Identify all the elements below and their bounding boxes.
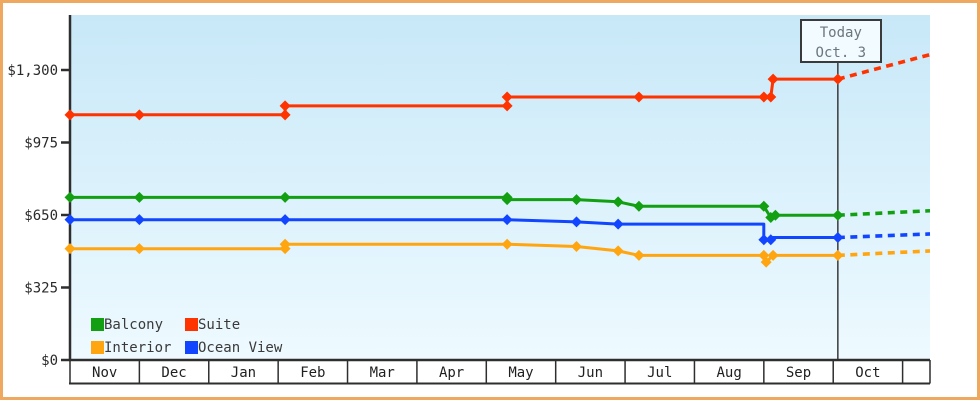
- data-point-suite[interactable]: [832, 73, 844, 85]
- data-point-balcony[interactable]: [758, 200, 770, 212]
- month-label: Apr: [439, 365, 464, 381]
- y-tick-label: $1,300: [7, 63, 58, 79]
- data-point-ocean-view[interactable]: [765, 234, 777, 246]
- today-annotation: Today Oct. 3: [799, 19, 882, 63]
- projection-line-suite: [837, 52, 931, 81]
- legend-row: Interior Ocean View: [91, 336, 282, 359]
- data-point-suite[interactable]: [64, 109, 76, 121]
- month-label: Nov: [92, 365, 117, 381]
- data-point-ocean-view[interactable]: [64, 214, 76, 226]
- data-point-balcony[interactable]: [133, 191, 145, 203]
- data-point-balcony[interactable]: [64, 191, 76, 203]
- legend-item-ocean-view[interactable]: Ocean View: [185, 340, 282, 356]
- projection-line-interior: [837, 249, 931, 258]
- data-point-interior[interactable]: [279, 238, 291, 250]
- month-label: Feb: [300, 365, 325, 381]
- data-point-interior[interactable]: [767, 249, 779, 261]
- month-label: Sep: [786, 365, 811, 381]
- month-label: Mar: [370, 365, 395, 381]
- data-point-balcony[interactable]: [612, 196, 624, 208]
- data-point-ocean-view[interactable]: [832, 232, 844, 244]
- data-point-ocean-view[interactable]: [501, 214, 513, 226]
- data-point-interior[interactable]: [570, 240, 582, 252]
- data-point-interior[interactable]: [612, 245, 624, 257]
- data-point-suite[interactable]: [133, 109, 145, 121]
- y-tick-label: $975: [24, 136, 58, 152]
- data-point-suite[interactable]: [279, 109, 291, 121]
- legend-label: Ocean View: [198, 339, 283, 356]
- legend-label: Suite: [198, 316, 241, 333]
- data-point-ocean-view[interactable]: [758, 234, 770, 246]
- suite-swatch-icon: [185, 318, 198, 331]
- legend-row: Balcony Suite: [91, 313, 282, 336]
- month-label: Dec: [161, 365, 186, 381]
- legend-label: Balcony: [104, 316, 164, 333]
- series-ocean-view: [64, 214, 931, 246]
- data-point-ocean-view[interactable]: [612, 218, 624, 230]
- data-point-balcony[interactable]: [633, 200, 645, 212]
- data-point-interior[interactable]: [64, 243, 76, 255]
- y-tick-label: $0: [41, 353, 58, 369]
- data-point-interior[interactable]: [760, 256, 772, 268]
- today-label: Today: [819, 25, 862, 41]
- data-point-suite[interactable]: [767, 73, 779, 85]
- balcony-swatch-icon: [91, 318, 104, 331]
- legend-label: Interior: [104, 339, 172, 356]
- data-point-suite[interactable]: [501, 100, 513, 112]
- data-point-balcony[interactable]: [832, 209, 844, 221]
- month-label: Oct: [855, 365, 880, 381]
- projection-line-ocean-view: [837, 232, 931, 240]
- y-axis: $0 $325 $650 $975 $1,300: [7, 15, 72, 369]
- data-point-ocean-view[interactable]: [279, 214, 291, 226]
- ocean-view-swatch-icon: [185, 341, 198, 354]
- month-label: Jul: [647, 365, 672, 381]
- data-point-ocean-view[interactable]: [570, 216, 582, 228]
- interior-swatch-icon: [91, 341, 104, 354]
- data-point-suite[interactable]: [633, 91, 645, 103]
- data-point-interior[interactable]: [133, 243, 145, 255]
- projection-line-balcony: [837, 208, 931, 218]
- month-label: Jun: [578, 365, 603, 381]
- legend-item-balcony[interactable]: Balcony: [91, 317, 185, 333]
- data-point-balcony[interactable]: [570, 194, 582, 206]
- y-tick-label: $325: [24, 281, 58, 297]
- series-suite: [64, 52, 931, 121]
- legend: Balcony Suite Interior Ocean View: [91, 313, 282, 359]
- month-label: Aug: [716, 365, 741, 381]
- data-point-suite[interactable]: [758, 91, 770, 103]
- y-tick-label: $650: [24, 208, 58, 224]
- x-axis-month-band: Nov Dec Jan Feb Mar Apr May Jun Jul Aug Sep Oct: [69, 358, 931, 385]
- data-point-interior[interactable]: [501, 238, 513, 250]
- series-balcony: [64, 191, 931, 223]
- data-point-interior[interactable]: [832, 249, 844, 261]
- data-point-suite[interactable]: [501, 91, 513, 103]
- data-point-suite[interactable]: [765, 91, 777, 103]
- data-point-suite[interactable]: [279, 100, 291, 112]
- data-point-balcony[interactable]: [501, 194, 513, 206]
- month-label: May: [508, 365, 533, 381]
- legend-item-suite[interactable]: Suite: [185, 317, 240, 333]
- series-interior: [64, 238, 931, 268]
- data-point-balcony[interactable]: [769, 209, 781, 221]
- legend-item-interior[interactable]: Interior: [91, 340, 185, 356]
- plot-area: [70, 15, 930, 360]
- data-point-balcony[interactable]: [279, 191, 291, 203]
- data-point-interior[interactable]: [633, 249, 645, 261]
- today-date: Oct. 3: [815, 45, 867, 61]
- month-label: Jan: [231, 365, 256, 381]
- chart-canvas: Nov Dec Jan Feb Mar Apr May Jun Jul Aug Sep Oct $0 $3…: [7, 15, 931, 385]
- data-point-ocean-view[interactable]: [133, 214, 145, 226]
